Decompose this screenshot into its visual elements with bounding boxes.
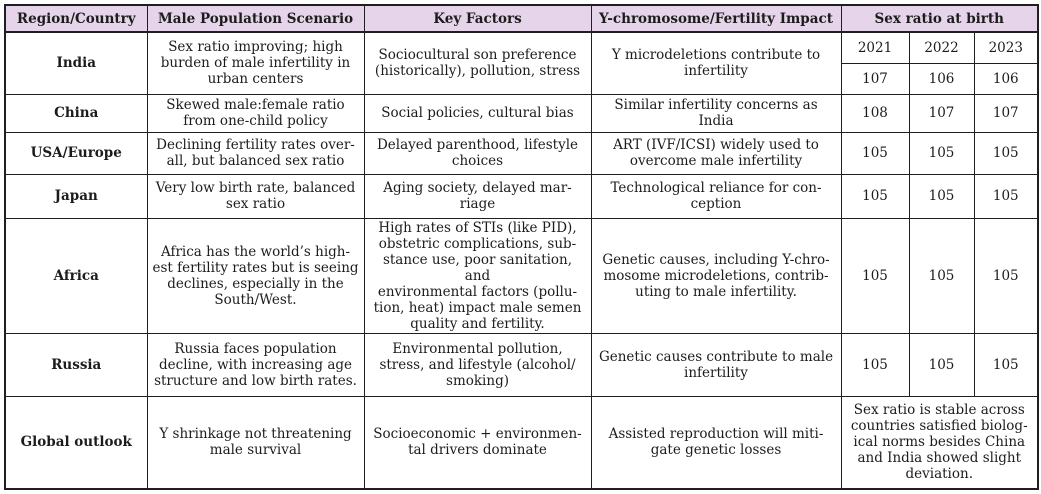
impact-cell: ART (IVF/ICSI) widely used to overcome m… [590, 131, 842, 175]
ratio-cell: 105 [973, 173, 1039, 219]
year-header-2022: 2022 [908, 31, 975, 64]
region-cell: China [4, 93, 148, 133]
impact-cell: Similar infertility concerns as India [590, 93, 842, 133]
ratio-cell: 105 [840, 173, 910, 219]
ratio-cell: 108 [840, 93, 910, 133]
factors-cell: Sociocultural son preference (historical… [363, 31, 592, 95]
region-cell: Global outlook [4, 395, 148, 490]
factors-cell: Delayed parenthood, lifestyle choices [363, 131, 592, 175]
scenario-cell: Africa has the world’s high- est fertili… [146, 217, 365, 334]
impact-cell: Genetic causes, including Y-chro- mosome… [590, 217, 842, 334]
scenario-cell: Declining fertility rates over- all, but… [146, 131, 365, 175]
ratio-cell: 105 [840, 217, 910, 334]
impact-cell: Technological reliance for con- ception [590, 173, 842, 219]
region-cell: USA/Europe [4, 131, 148, 175]
impact-cell: Y microdeletions contribute to infertili… [590, 31, 842, 95]
ratio-cell: 105 [973, 332, 1039, 397]
factors-cell: Aging society, delayed mar- riage [363, 173, 592, 219]
scenario-cell: Skewed male:female ratio from one-child … [146, 93, 365, 133]
header-impact: Y-chromosome/Fertility Impact [590, 4, 842, 33]
impact-cell: Genetic causes contribute to male infert… [590, 332, 842, 397]
ratio-cell: 105 [973, 217, 1039, 334]
population-scenario-table: Region/Country Male Population Scenario … [4, 4, 1039, 490]
region-cell: India [4, 31, 148, 95]
scenario-cell: Y shrinkage not threatening male surviva… [146, 395, 365, 490]
factors-cell: Environmental pollution, stress, and lif… [363, 332, 592, 397]
ratio-cell: 107 [908, 93, 975, 133]
year-header-2021: 2021 [840, 31, 910, 64]
table-row-africa: Africa Africa has the world’s high- est … [4, 217, 1039, 334]
ratio-cell: 105 [840, 332, 910, 397]
scenario-cell: Russia faces population decline, with in… [146, 332, 365, 397]
table-row-global-outlook: Global outlook Y shrinkage not threateni… [4, 395, 1039, 490]
scenario-cell: Sex ratio improving; high burden of male… [146, 31, 365, 95]
region-cell: Russia [4, 332, 148, 397]
factors-cell: Socioeconomic + environmen- tal drivers … [363, 395, 592, 490]
header-region: Region/Country [4, 4, 148, 33]
ratio-cell: 106 [973, 62, 1039, 95]
table-row-india-ratios: 107 106 106 [5, 62, 1039, 95]
header-sex-ratio: Sex ratio at birth [840, 4, 1039, 33]
ratio-cell: 105 [908, 217, 975, 334]
ratio-cell: 107 [840, 62, 910, 95]
year-header-2023: 2023 [973, 31, 1039, 64]
factors-cell: High rates of STIs (like PID), obstetric… [363, 217, 592, 334]
ratio-cell: 105 [973, 131, 1039, 175]
ratio-cell: 105 [908, 332, 975, 397]
factors-cell: Social policies, cultural bias [363, 93, 592, 133]
region-cell: Africa [4, 217, 148, 334]
table-header-row: Region/Country Male Population Scenario … [4, 4, 1039, 33]
ratio-cell: 107 [973, 93, 1039, 133]
scenario-cell: Very low birth rate, balanced sex ratio [146, 173, 365, 219]
impact-cell: Assisted reproduction will miti- gate ge… [590, 395, 842, 490]
header-factors: Key Factors [363, 4, 592, 33]
ratio-cell: 105 [908, 173, 975, 219]
ratio-cell: 105 [840, 131, 910, 175]
table-row-china: China Skewed male:female ratio from one-… [4, 93, 1039, 133]
table-row-japan: Japan Very low birth rate, balanced sex … [4, 173, 1039, 219]
region-cell: Japan [4, 173, 148, 219]
table-row-india: India Sex ratio improving; high burden o… [4, 31, 1039, 95]
table-row-russia: Russia Russia faces population decline, … [4, 332, 1039, 397]
ratio-cell: 105 [908, 131, 975, 175]
table-row-usa-europe: USA/Europe Declining fertility rates ove… [4, 131, 1039, 175]
ratio-note-cell: Sex ratio is stable across countries sat… [840, 395, 1039, 490]
header-scenario: Male Population Scenario [146, 4, 365, 33]
ratio-cell: 106 [908, 62, 975, 95]
